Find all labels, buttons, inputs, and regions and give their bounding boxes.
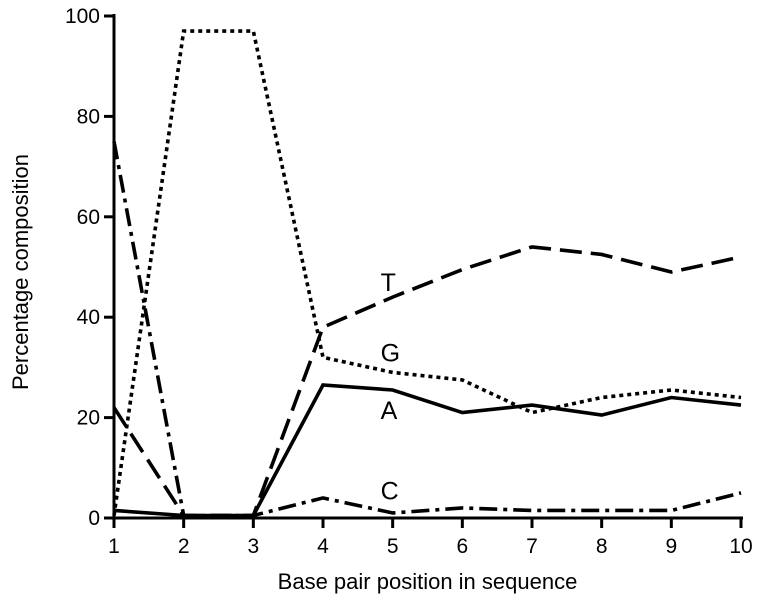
x-tick-label: 6 xyxy=(456,535,468,558)
x-tick-label: 2 xyxy=(178,535,190,558)
series-line-a xyxy=(113,383,742,518)
series-label-g: G xyxy=(381,339,400,367)
series-line-c xyxy=(112,141,742,518)
y-tick-label: 20 xyxy=(77,407,100,430)
y-tick-label: 80 xyxy=(77,105,100,128)
y-tick-label: 40 xyxy=(77,306,100,329)
series-label-c: C xyxy=(381,477,399,505)
series-label-t: T xyxy=(381,269,396,297)
y-tick-label: 0 xyxy=(88,507,100,530)
x-tick-label: 9 xyxy=(665,535,677,558)
x-tick-label: 8 xyxy=(596,535,608,558)
y-tick-label: 60 xyxy=(77,206,100,229)
y-ticks: 0 20 40 60 80 100 xyxy=(65,5,114,530)
series-line-g xyxy=(112,29,742,516)
x-tick-label: 5 xyxy=(387,535,399,558)
x-tick-label: 10 xyxy=(729,535,752,558)
axes xyxy=(104,14,743,528)
series-group xyxy=(112,29,742,518)
series-line-t xyxy=(112,245,742,518)
y-axis-title: Percentage composition xyxy=(8,154,33,390)
x-tick-label: 4 xyxy=(317,535,329,558)
x-tick-label: 7 xyxy=(526,535,538,558)
x-ticks: 1 2 3 4 5 6 7 8 9 10 xyxy=(108,518,753,558)
x-tick-label: 1 xyxy=(108,535,120,558)
x-axis-title: Base pair position in sequence xyxy=(278,569,578,594)
series-labels: T G A C xyxy=(381,269,400,505)
x-tick-label: 3 xyxy=(247,535,259,558)
series-label-a: A xyxy=(381,397,398,425)
y-tick-label: 100 xyxy=(65,5,100,28)
